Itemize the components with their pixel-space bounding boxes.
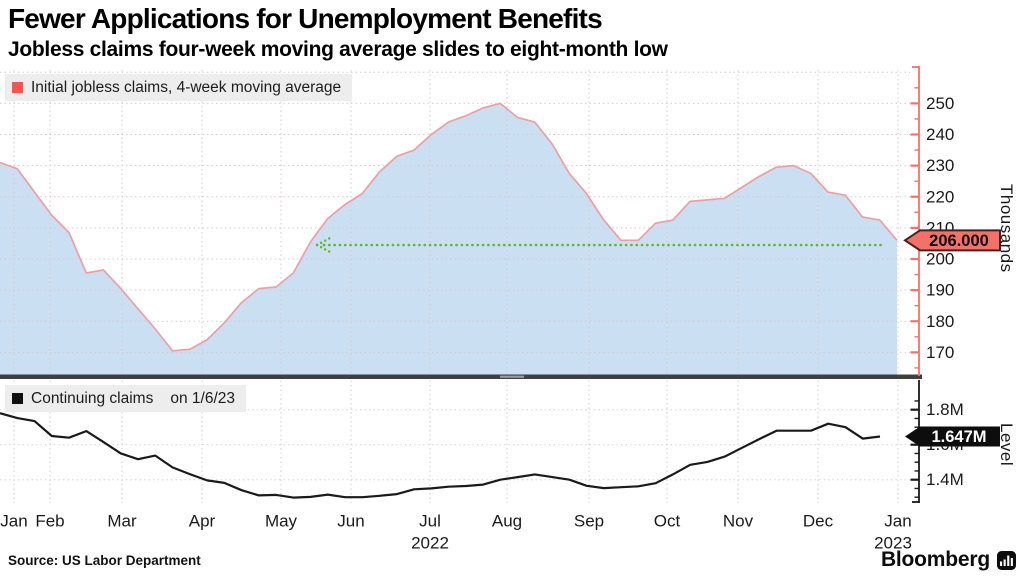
page-title: Fewer Applications for Unemployment Bene… — [8, 3, 603, 34]
panel-separator — [0, 374, 922, 379]
month-label: Aug — [492, 512, 522, 531]
panel-separator-handle — [500, 375, 524, 378]
reference-arrowhead — [315, 243, 333, 254]
right-axis-title-level: Level — [997, 423, 1016, 467]
top-ytick-label: 240 — [926, 125, 954, 144]
top-ytick-label: 250 — [926, 94, 954, 113]
top-value-callout-text: 206.000 — [929, 232, 989, 250]
month-label: Sep — [574, 512, 604, 531]
legend-date-label: on 1/6/23 — [170, 389, 235, 407]
month-label: Dec — [803, 512, 834, 531]
bottom-value-callout-text: 1.647M — [931, 428, 986, 446]
continuing-claims-line — [0, 412, 881, 499]
month-label: Apr — [189, 512, 216, 531]
legend-continuing-claims: Continuing claims on 1/6/23 — [5, 385, 246, 412]
month-label: Jan — [884, 512, 911, 531]
initial-claims-line — [0, 102, 898, 352]
month-label: May — [265, 512, 298, 531]
source-note: Source: US Labor Department — [8, 553, 201, 568]
top-ytick-label: 190 — [926, 281, 954, 300]
top-ytick-label: 170 — [926, 343, 954, 362]
right-axis-title-thousands: Thousands — [997, 183, 1016, 273]
page-subtitle: Jobless claims four-week moving average … — [8, 38, 668, 61]
year-label: 2022 — [411, 534, 449, 553]
brand-mark: Bloomberg — [881, 548, 1016, 572]
top-ytick-label: 200 — [926, 250, 954, 269]
initial-claims-area — [0, 103, 897, 377]
legend-label: Initial jobless claims, 4-week moving av… — [31, 78, 342, 96]
legend-marker-black-square — [12, 393, 23, 404]
top-ytick-label: 180 — [926, 312, 954, 331]
month-label: Oct — [654, 512, 681, 531]
month-label: Nov — [723, 512, 754, 531]
month-label: Feb — [35, 512, 64, 531]
brand-name: Bloomberg — [880, 548, 990, 571]
top-ytick-label: 230 — [926, 156, 954, 175]
top-value-callout-box — [903, 229, 1001, 252]
year-label: 2023 — [874, 534, 912, 553]
month-label: Jun — [337, 512, 364, 531]
bloomberg-logo-icon — [997, 550, 1016, 570]
top-ytick-label: 220 — [926, 187, 954, 206]
bottom-value-callout-box — [905, 426, 1000, 447]
legend-initial-claims: Initial jobless claims, 4-week moving av… — [5, 74, 353, 101]
month-label: Mar — [107, 512, 137, 531]
month-label: Jan — [0, 512, 27, 531]
legend-series-label: Continuing claims — [31, 389, 154, 407]
bottom-ytick-label: 1.8M — [926, 400, 964, 419]
month-label: Jul — [419, 512, 441, 531]
reference-arrowhead — [315, 236, 333, 247]
legend-marker-red-square — [12, 82, 23, 93]
bottom-ytick-label: 1.4M — [926, 470, 964, 489]
